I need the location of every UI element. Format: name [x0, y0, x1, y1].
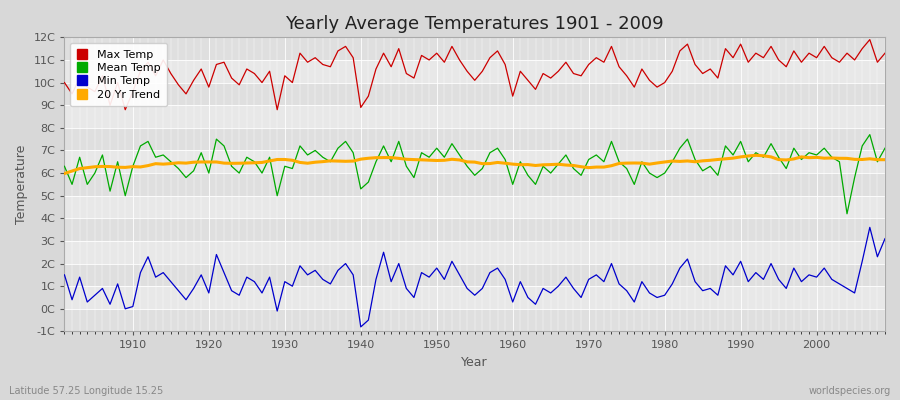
Bar	[65, 128, 885, 150]
X-axis label: Year: Year	[462, 356, 488, 369]
Legend: Max Temp, Mean Temp, Min Temp, 20 Yr Trend: Max Temp, Mean Temp, Min Temp, 20 Yr Tre…	[70, 43, 167, 106]
Bar	[65, 173, 885, 196]
Bar	[65, 82, 885, 105]
Text: worldspecies.org: worldspecies.org	[809, 386, 891, 396]
Bar	[65, 264, 885, 286]
Y-axis label: Temperature: Temperature	[15, 145, 28, 224]
Text: Latitude 57.25 Longitude 15.25: Latitude 57.25 Longitude 15.25	[9, 386, 163, 396]
Title: Yearly Average Temperatures 1901 - 2009: Yearly Average Temperatures 1901 - 2009	[285, 15, 664, 33]
Bar	[65, 309, 885, 332]
Bar	[65, 218, 885, 241]
Bar	[65, 37, 885, 60]
